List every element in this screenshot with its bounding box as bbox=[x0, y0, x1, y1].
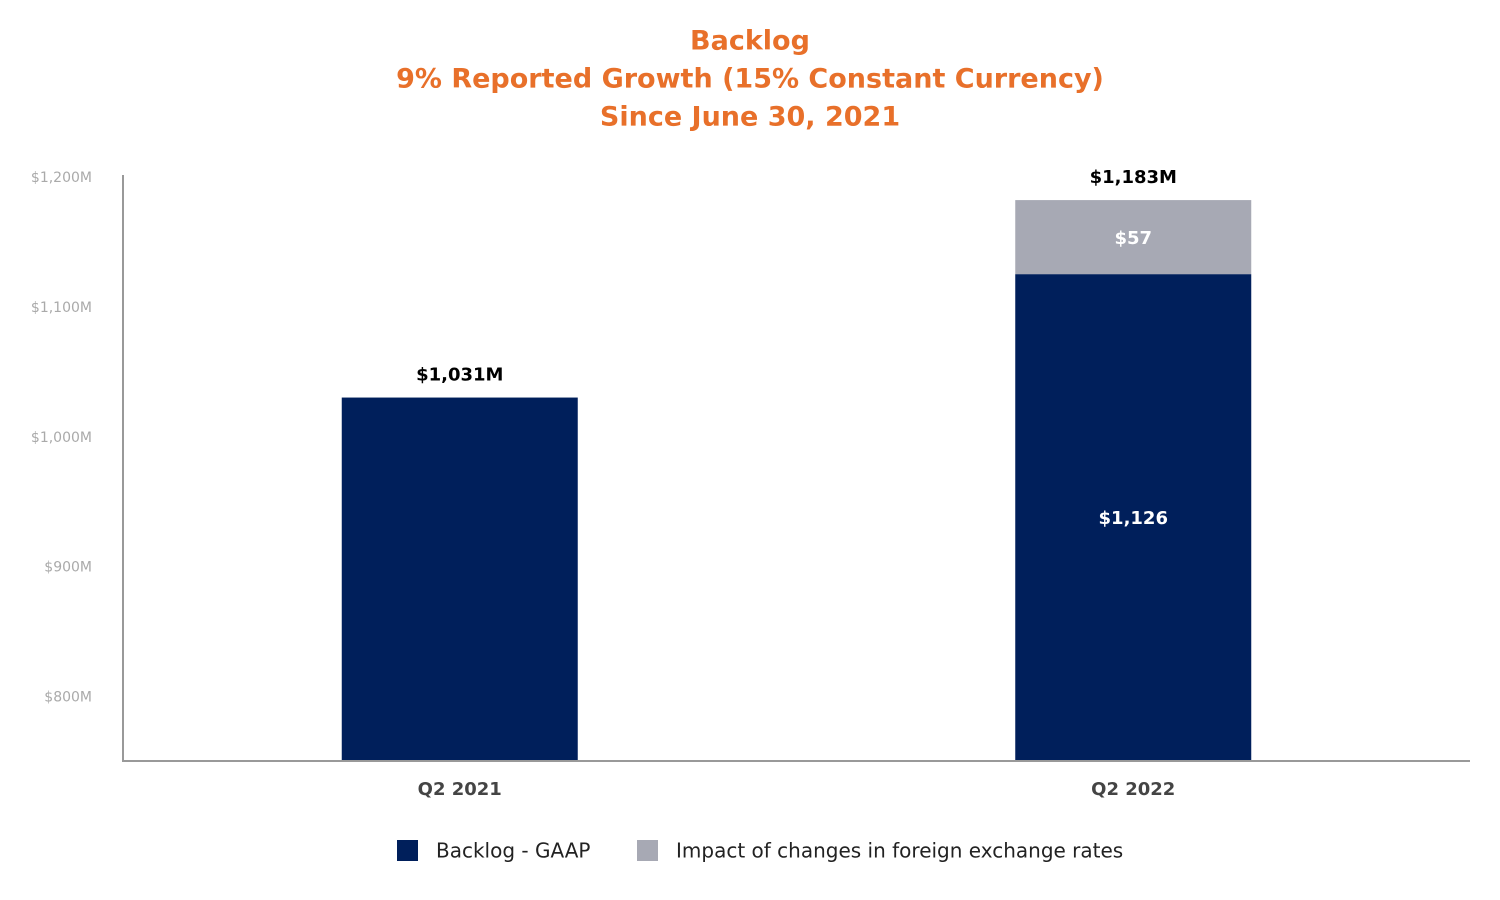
x-tick-label: Q2 2022 bbox=[1091, 779, 1175, 800]
bar-segment bbox=[1015, 200, 1252, 275]
legend-label: Impact of changes in foreign exchange ra… bbox=[676, 839, 1123, 863]
y-tick-label: $900M bbox=[44, 560, 92, 576]
y-tick-label: $1,100M bbox=[31, 300, 92, 316]
legend-swatch bbox=[397, 840, 418, 861]
bar-segment bbox=[1015, 274, 1252, 760]
x-tick-label: Q2 2021 bbox=[418, 779, 502, 800]
total-label: $1,183M bbox=[1090, 167, 1177, 188]
segment-label: $57 bbox=[1114, 228, 1152, 249]
total-label: $1,031M bbox=[416, 365, 503, 386]
legend-label: Backlog - GAAP bbox=[436, 839, 590, 863]
chart-title: 9% Reported Growth (15% Constant Currenc… bbox=[396, 64, 1104, 95]
y-tick-label: $1,000M bbox=[31, 430, 92, 446]
chart-title: Backlog bbox=[690, 26, 810, 57]
y-tick-label: $800M bbox=[44, 690, 92, 706]
segment-label: $1,126 bbox=[1099, 508, 1168, 529]
legend-swatch bbox=[637, 840, 658, 861]
chart-title: Since June 30, 2021 bbox=[600, 102, 900, 133]
y-tick-label: $1,200M bbox=[31, 170, 92, 186]
bar-segment bbox=[341, 397, 578, 760]
